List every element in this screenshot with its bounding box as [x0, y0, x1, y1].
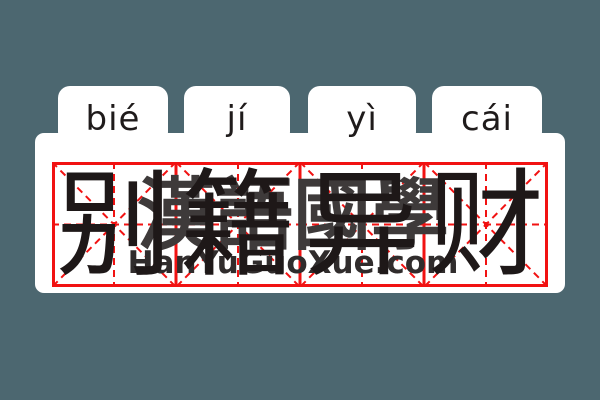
pinyin-syllable-4: cái	[461, 99, 513, 139]
pinyin-syllable-2: jí	[226, 99, 248, 139]
pinyin-halo-2	[184, 86, 290, 144]
watermark-cjk-text: 漢語國學	[136, 170, 450, 261]
idiom-character-2: 籍	[180, 158, 296, 293]
watermark-site-text: HanYuGuoXue.com	[127, 245, 459, 281]
pinyin-halo-3	[308, 86, 416, 144]
idiom-character-1: 别	[56, 158, 172, 293]
pinyin-halo-1	[58, 86, 168, 144]
pinyin-halo-4	[432, 86, 542, 144]
pinyin-syllable-3: yì	[346, 99, 378, 139]
pinyin-syllable-1: bié	[85, 99, 141, 139]
idiom-character-3: 异	[304, 158, 420, 293]
practice-grid	[52, 162, 548, 287]
idiom-character-4: 财	[428, 158, 544, 293]
